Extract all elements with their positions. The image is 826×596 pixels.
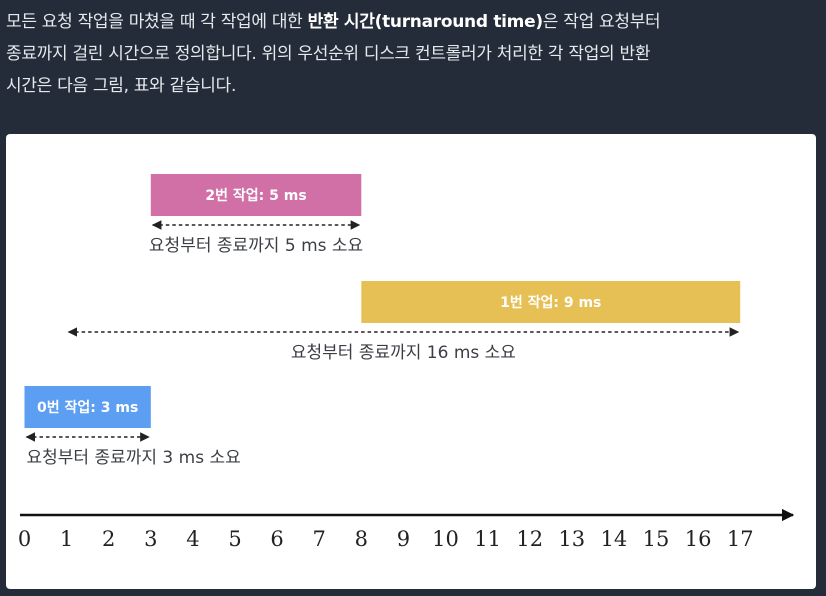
- task-bar: [150, 174, 362, 216]
- tick-label: 13: [558, 527, 585, 551]
- task-2: 0번 작업: 3 ms 요청부터 종료까지 3 ms 소요: [24, 386, 241, 468]
- intro-line2: 종료까지 걸린 시간으로 정의합니다. 위의 우선순위 디스크 컨트롤러가 처리…: [6, 44, 651, 64]
- tick-label: 14: [601, 527, 628, 551]
- intro-line1-pre: 모든 요청 작업을 마쳤을 때 각 작업에 대한: [6, 12, 308, 32]
- task-bar: [24, 386, 151, 428]
- diagram-panel: 2번 작업: 5 ms 요청부터 종료까지 5 ms 소요 1번 작업: 9 ms 요…: [6, 134, 816, 589]
- intro-line3: 시간은 다음 그림, 표와 같습니다.: [6, 76, 237, 96]
- tick-label: 2: [102, 527, 115, 551]
- ticks-layer: 0 1 2 3 4 5 6 7 8 9 10 11 12 13 14 15 16 17: [18, 527, 754, 551]
- tick-label: 15: [643, 527, 670, 551]
- tick-label: 0: [18, 527, 31, 551]
- tick-label: 12: [516, 527, 543, 551]
- tick-label: 8: [355, 527, 368, 551]
- task-0: 2번 작업: 5 ms 요청부터 종료까지 5 ms 소요: [149, 174, 363, 256]
- intro-text: 모든 요청 작업을 마쳤을 때 각 작업에 대한 반환 시간(turnaroun…: [6, 6, 820, 102]
- tick-label: 9: [397, 527, 410, 551]
- tick-label: 16: [685, 527, 712, 551]
- tick-label: 4: [186, 527, 199, 551]
- tick-label: 11: [474, 527, 501, 551]
- tick-label: 3: [144, 527, 157, 551]
- tick-label: 5: [228, 527, 241, 551]
- tick-label: 1: [60, 527, 73, 551]
- intro-line1-bold: 반환 시간(turnaround time): [307, 12, 543, 32]
- tick-label: 6: [270, 527, 283, 551]
- task-bar-label: 1번 작업: 9 ms: [500, 294, 601, 311]
- turnaround-label: 요청부터 종료까지 3 ms 소요: [27, 448, 241, 468]
- turnaround-label: 요청부터 종료까지 16 ms 소요: [291, 343, 516, 363]
- gantt-chart: 2번 작업: 5 ms 요청부터 종료까지 5 ms 소요 1번 작업: 9 ms 요…: [18, 174, 795, 551]
- task-bar-label: 0번 작업: 3 ms: [37, 399, 138, 416]
- tick-label: 7: [313, 527, 326, 551]
- task-bar: [361, 281, 741, 323]
- tasks-layer: 2번 작업: 5 ms 요청부터 종료까지 5 ms 소요 1번 작업: 9 ms 요…: [24, 174, 741, 468]
- task-1: 1번 작업: 9 ms 요청부터 종료까지 16 ms 소요: [67, 281, 741, 363]
- task-bar-label: 2번 작업: 5 ms: [205, 187, 306, 204]
- tick-label: 10: [432, 527, 459, 551]
- intro-line1-post: 은 작업 요청부터: [542, 12, 661, 32]
- tick-label: 17: [727, 527, 754, 551]
- turnaround-label: 요청부터 종료까지 5 ms 소요: [149, 236, 363, 256]
